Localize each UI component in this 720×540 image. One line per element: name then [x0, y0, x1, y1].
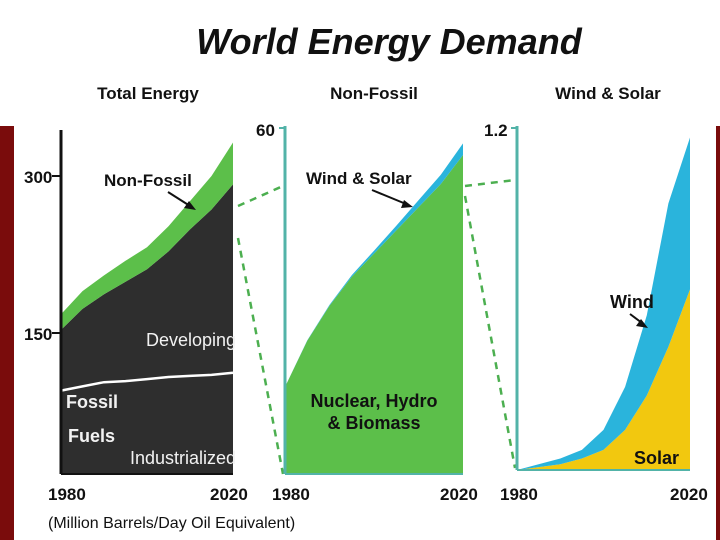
- unit-note: (Million Barrels/Day Oil Equivalent): [48, 515, 295, 532]
- label-solar: Solar: [634, 448, 679, 468]
- xtick-windsolar-2020: 2020: [670, 485, 708, 504]
- connector-nonfossil-to-windsolar-bottom: [463, 195, 517, 469]
- connector-total-to-nonfossil-bottom: [236, 237, 285, 475]
- ytick-total-300: 300: [24, 168, 52, 187]
- ytick-windsolar-1-2: 1.2: [484, 121, 508, 140]
- label-and-biomass: & Biomass: [327, 413, 420, 433]
- connector-nonfossil-to-windsolar-top: [464, 178, 516, 188]
- label-fuels: Fuels: [68, 426, 115, 446]
- area-industrialized: [61, 372, 233, 474]
- left-frame-bar: [0, 126, 14, 540]
- xtick-nonfossil-2020: 2020: [440, 485, 478, 504]
- label-wind: Wind: [610, 292, 654, 312]
- label-fossil: Fossil: [66, 392, 118, 412]
- panel-title-wind-solar: Wind & Solar: [555, 84, 661, 103]
- industrialized-boundary-line: [60, 371, 234, 392]
- label-nuclear-hydro: Nuclear, Hydro: [310, 391, 437, 411]
- connector-total-to-nonfossil-top: [237, 184, 284, 208]
- label-industrialized: Industrialized: [130, 448, 236, 468]
- arrow-wind-and-solar: [371, 189, 413, 208]
- area-developing: [61, 184, 233, 391]
- area-wind: [517, 137, 690, 470]
- panel-title-total-energy: Total Energy: [97, 84, 199, 103]
- xtick-windsolar-1980: 1980: [500, 485, 538, 504]
- area-solar: [517, 289, 690, 470]
- area-wind-solar-band: [285, 143, 463, 387]
- panel-title-non-fossil: Non-Fossil: [330, 84, 418, 103]
- right-frame-bar: [716, 126, 720, 540]
- label-wind-and-solar: Wind & Solar: [306, 169, 412, 188]
- arrow-wind: [629, 313, 648, 328]
- label-non-fossil: Non-Fossil: [104, 171, 192, 190]
- ytick-total-150: 150: [24, 325, 52, 344]
- area-non-fossil-total: [61, 142, 233, 330]
- xtick-nonfossil-1980: 1980: [272, 485, 310, 504]
- xtick-total-2020: 2020: [210, 485, 248, 504]
- area-nuclear-hydro-biomass: [285, 155, 463, 474]
- chart-title: World Energy Demand: [196, 21, 582, 62]
- xtick-total-1980: 1980: [48, 485, 86, 504]
- arrow-non-fossil: [167, 191, 196, 210]
- label-developing: Developing: [146, 330, 236, 350]
- ytick-nonfossil-60: 60: [256, 121, 275, 140]
